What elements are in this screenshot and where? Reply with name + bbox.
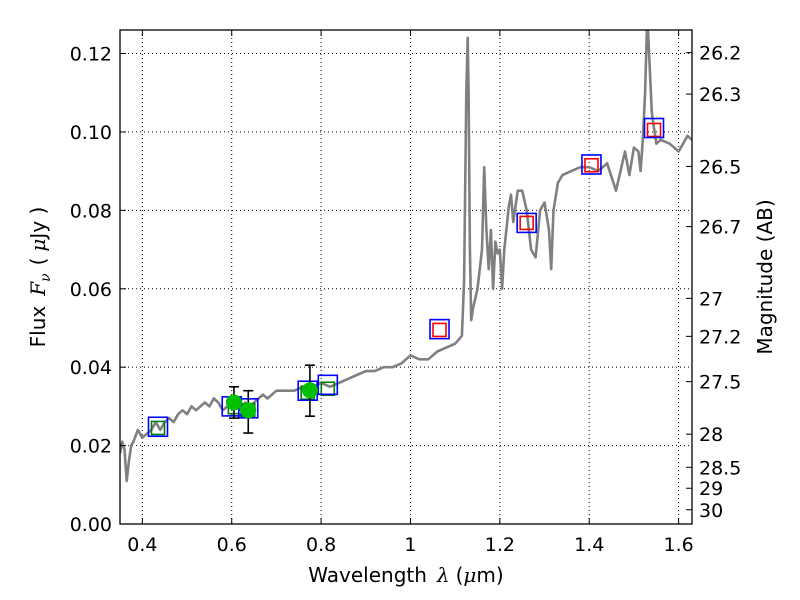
y-tick-label: 0.12 [70, 44, 112, 66]
observed-data-point [225, 394, 242, 411]
y2-tick-label: 26.7 [699, 217, 741, 239]
x-tick-label: 1.4 [574, 534, 604, 556]
y-tick-label: 0.02 [70, 436, 112, 458]
y2-tick-label: 28 [699, 424, 723, 446]
photometry-square-marker [646, 122, 662, 138]
x-tick-label: 0.8 [306, 534, 336, 556]
x-axis-label: Wavelength [308, 563, 427, 587]
y2-tick-label: 29 [699, 478, 723, 500]
y-axis-symbol: F [26, 281, 50, 297]
photometry-square-marker [581, 154, 602, 175]
x-tick-label: 0.4 [127, 534, 157, 556]
y-tick-label: 0.04 [70, 357, 112, 379]
y2-tick-label: 28.5 [699, 457, 741, 479]
y-axis-unit-rest: Jy ) [26, 207, 50, 241]
photometry-square-marker [147, 416, 169, 438]
marker-layer [147, 117, 665, 438]
x-axis-unit-mu: μ [463, 563, 476, 587]
x-axis-symbol: λ [436, 563, 450, 587]
x-tick-label: 1.6 [663, 534, 693, 556]
y-tick-label: 0.06 [70, 279, 112, 301]
y-axis-symbol-sub: ν [38, 273, 54, 282]
y2-tick-label: 30 [699, 500, 723, 522]
photometry-square-marker [584, 157, 599, 173]
tick-layer: 0.4 0.6 0.8 1 1.2 1.4 1.6 0.00 0.02 0.04 0.06 0.08 0… [70, 30, 741, 556]
photometry-square-marker [432, 322, 447, 338]
y2-tick-label: 27.2 [699, 326, 741, 348]
photometry-square-marker [150, 420, 166, 436]
y-tick-label: 0.10 [70, 122, 112, 144]
photometry-square-marker [320, 381, 336, 397]
y2-tick-label: 26.3 [699, 84, 741, 106]
y2-tick-label: 26.5 [699, 156, 741, 178]
photometry-square-marker [643, 117, 665, 139]
photometry-square-marker [516, 212, 537, 234]
y-axis-unit-mu: μ [26, 239, 50, 252]
y-axis-unit-open: ( [26, 258, 50, 266]
y2-axis-title: Magnitude (AB) [753, 199, 777, 354]
photometry-square-marker [317, 374, 339, 396]
x-tick-label: 0.6 [217, 534, 247, 556]
y-tick-label: 0.00 [70, 514, 112, 536]
observed-data-point [240, 402, 257, 419]
x-axis-title: Wavelength λ (μm) [308, 563, 503, 587]
x-tick-label: 1 [404, 534, 416, 556]
y2-tick-label: 26.2 [699, 43, 741, 65]
y2-tick-label: 27.5 [699, 372, 741, 394]
y-axis-title: Flux Fν ( μJy ) [26, 207, 54, 348]
photometry-square-marker [429, 318, 450, 340]
observed-data-point [301, 382, 318, 399]
x-axis-unit-open: ( [456, 563, 464, 587]
photometry-square-marker [519, 215, 534, 231]
y-tick-label: 0.08 [70, 200, 112, 222]
plot-frame [119, 29, 693, 525]
x-tick-label: 1.2 [485, 534, 515, 556]
x-axis-unit-rest: m) [476, 563, 503, 587]
y-axis-label: Flux [26, 306, 50, 348]
y2-tick-label: 27 [699, 288, 723, 310]
